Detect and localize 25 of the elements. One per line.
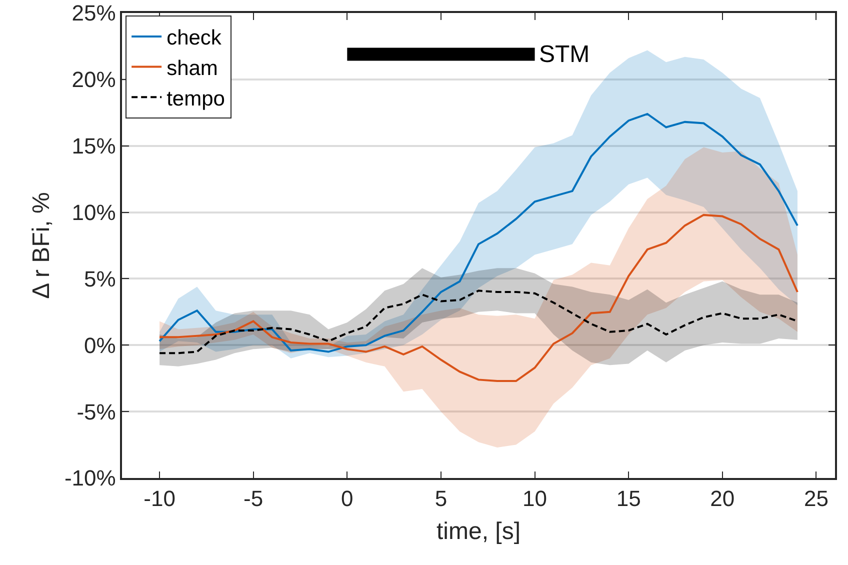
annotation: STM bbox=[539, 41, 590, 68]
y-tick-label: -5% bbox=[76, 399, 116, 424]
line-series bbox=[158, 290, 798, 354]
x-tick-label: -10 bbox=[144, 486, 176, 512]
y-tick-label: 0% bbox=[84, 332, 116, 358]
line-series bbox=[158, 214, 798, 382]
x-tick-label: 15 bbox=[616, 486, 641, 512]
x-tick-label: 5 bbox=[434, 486, 448, 512]
y-tick-label: 15% bbox=[72, 134, 116, 159]
y-tick-label: 10% bbox=[72, 200, 116, 225]
x-tick-label: -5 bbox=[244, 486, 264, 512]
legend-label: check bbox=[166, 26, 222, 50]
line-series bbox=[158, 112, 798, 353]
y-tick-label: 25% bbox=[72, 0, 116, 26]
x-tick-label: 25 bbox=[804, 486, 828, 512]
x-tick-label: 20 bbox=[710, 486, 735, 512]
legend-label: tempo bbox=[166, 87, 225, 110]
x-tick-label: 0 bbox=[341, 486, 354, 512]
legend-label: sham bbox=[166, 56, 218, 80]
y-axis-title: Δ r BFi, % bbox=[28, 192, 56, 299]
y-tick-label: 20% bbox=[72, 67, 116, 92]
x-tick-label: 10 bbox=[522, 486, 548, 512]
x-axis-title: time, [s] bbox=[436, 518, 521, 545]
y-tick-label: -10% bbox=[64, 466, 116, 491]
y-tick-label: 5% bbox=[84, 266, 116, 292]
